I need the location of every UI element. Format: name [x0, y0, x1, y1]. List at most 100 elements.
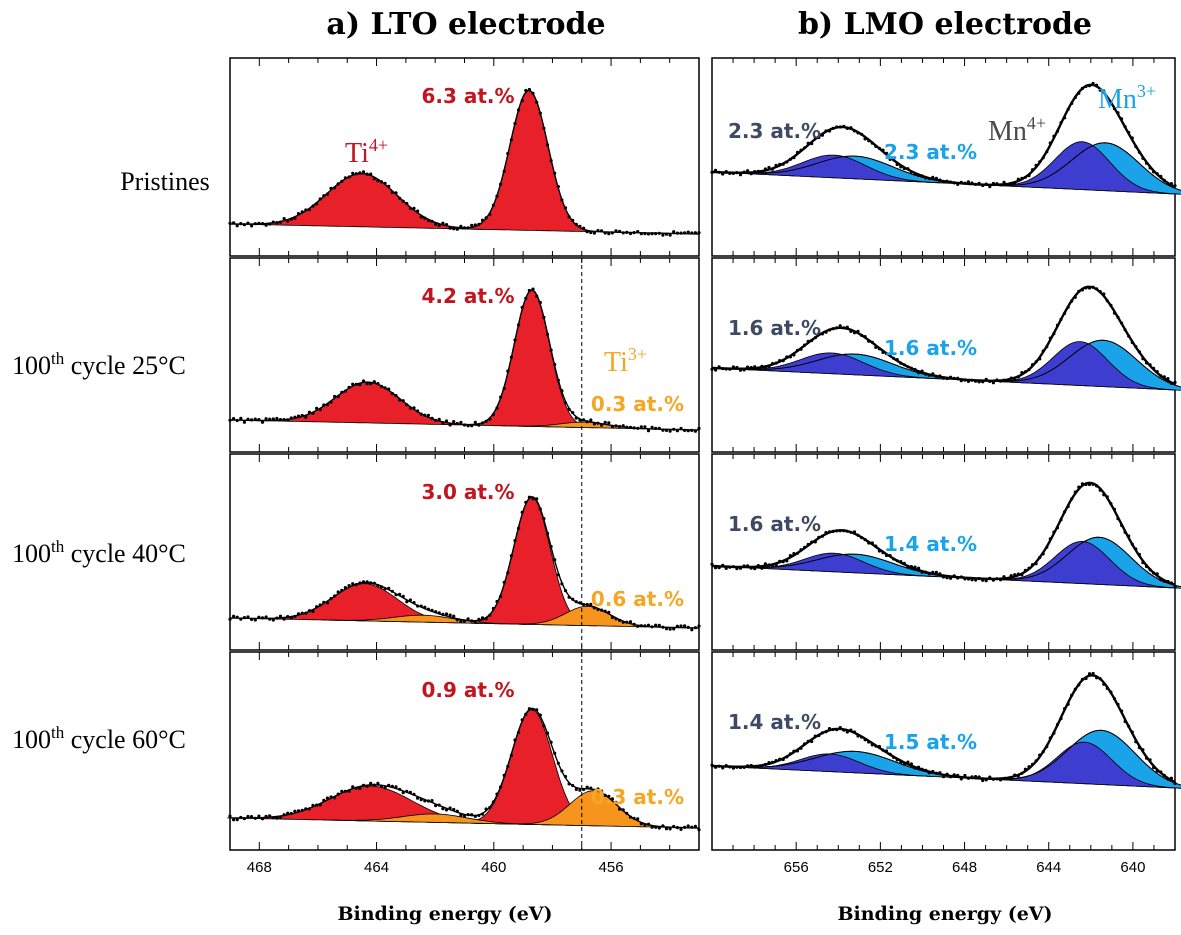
- ti4-percent-label: 4.2 at.%: [421, 284, 514, 308]
- ti3-percent-label: 0.6 at.%: [591, 587, 684, 611]
- lmo-data-point: [977, 181, 981, 185]
- lmo-data-point: [724, 367, 728, 371]
- lto-data-point: [574, 222, 578, 226]
- lto-data-point: [675, 826, 680, 830]
- lmo-data-point: [1070, 299, 1074, 303]
- lto-data-point: [545, 531, 550, 536]
- lmo-data-point: [920, 174, 924, 178]
- lto-data-point: [419, 798, 423, 802]
- lto-data-point: [470, 424, 474, 428]
- lto-data-point: [509, 753, 513, 758]
- lmo-data-point: [799, 746, 803, 750]
- lmo-data-point: [838, 726, 842, 730]
- lto-data-point: [513, 538, 517, 543]
- lto-data-point: [585, 602, 589, 607]
- lto-data-point: [365, 580, 369, 584]
- ti3-ion-label: Ti3+: [604, 344, 647, 378]
- lto-data-point: [517, 323, 521, 327]
- lmo-data-point: [963, 378, 967, 382]
- lto-data-point: [499, 785, 503, 789]
- lto-data-point: [383, 587, 387, 591]
- lmo-data-point: [1105, 299, 1109, 303]
- lmo-data-point: [810, 540, 814, 544]
- lto-data-point: [603, 793, 607, 798]
- lto-data-point: [246, 814, 250, 819]
- lto-data-point: [296, 212, 301, 216]
- mn3plus-outline: [995, 339, 1181, 388]
- lto-data-point: [513, 338, 517, 342]
- lto-data-point: [437, 803, 441, 807]
- lto-data-point: [268, 617, 272, 621]
- lmo-data-point: [1073, 687, 1077, 691]
- lmo-data-point: [1144, 361, 1149, 365]
- lto-data-point: [232, 417, 236, 421]
- lmo-data-point: [1077, 289, 1081, 293]
- lto-data-point: [664, 627, 669, 631]
- lto-x-tick-label: 468: [247, 859, 272, 876]
- lmo-data-point: [1077, 91, 1081, 95]
- lto-data-point: [643, 425, 647, 429]
- lmo-data-point: [842, 326, 846, 330]
- lto-data-point: [607, 421, 611, 425]
- lto-data-point: [625, 811, 629, 815]
- lmo-data-point: [774, 563, 778, 567]
- lmo-data-point: [1055, 129, 1060, 133]
- lto-data-point: [690, 628, 694, 632]
- lto-data-point: [426, 799, 430, 803]
- lmo-mn4plus-peak: [986, 540, 1179, 589]
- lmo-data-point: [1084, 286, 1088, 290]
- lto-data-point: [354, 583, 358, 587]
- lmo-data-point: [1087, 672, 1092, 676]
- lmo-data-point: [1095, 83, 1099, 87]
- lto-data-point: [253, 816, 257, 820]
- lmo-data-point: [710, 562, 714, 566]
- lmo-data-point: [934, 176, 939, 180]
- lto-data-point: [459, 619, 463, 623]
- lmo-data-point: [1006, 577, 1010, 581]
- lto-data-point: [491, 800, 495, 804]
- lto-data-point: [686, 625, 690, 630]
- lto-data-point: [556, 761, 560, 765]
- lto-plot-area: 6.3 at.% 4.2 at.% 0.3 at.% 3.0 at.% 0.6 at.%…: [227, 57, 701, 876]
- lmo-data-point: [941, 179, 946, 184]
- lmo-data-point: [952, 181, 956, 185]
- lto-data-point: [250, 224, 254, 228]
- lto-data-point: [672, 824, 676, 829]
- lmo-data-point: [877, 146, 882, 150]
- lto-data-point: [607, 610, 611, 614]
- lmo-data-point: [1134, 547, 1138, 551]
- lmo-data-point: [728, 765, 732, 769]
- lto-data-point: [343, 586, 347, 590]
- lmo-data-point: [895, 358, 899, 362]
- lmo-data-point: [770, 564, 775, 568]
- lto-data-point: [333, 594, 337, 598]
- lmo-data-point: [838, 324, 842, 328]
- lmo-data-point: [906, 167, 910, 171]
- lmo-data-point: [1137, 552, 1141, 557]
- lto-data-point: [621, 424, 625, 428]
- lmo-data-point: [1102, 292, 1106, 296]
- lmo-data-point: [1152, 766, 1156, 770]
- lto-data-point: [426, 413, 430, 417]
- lto-data-point: [282, 418, 286, 422]
- lto-data-point: [693, 429, 698, 433]
- lto-data-point: [394, 785, 398, 789]
- lto-data-point: [271, 417, 275, 421]
- lmo-data-point: [753, 365, 757, 369]
- lto-data-point: [307, 410, 311, 414]
- lto-data-point: [477, 813, 481, 818]
- lmo-data-point: [760, 764, 764, 768]
- ti4-percent-label: 0.9 at.%: [421, 678, 514, 702]
- lto-title: a) LTO electrode: [326, 7, 605, 42]
- lto-data-point: [683, 231, 687, 235]
- lto-data-point: [600, 423, 604, 427]
- lmo-data-point: [849, 728, 853, 732]
- lmo-data-point: [1038, 753, 1042, 757]
- lto-data-point: [250, 418, 254, 422]
- lmo-data-point: [781, 560, 785, 564]
- lmo-data-point: [835, 529, 839, 533]
- lto-data-point: [556, 573, 560, 577]
- lmo-data-point: [1009, 181, 1013, 185]
- lmo-data-point: [1006, 777, 1010, 781]
- lto-data-point: [560, 769, 564, 773]
